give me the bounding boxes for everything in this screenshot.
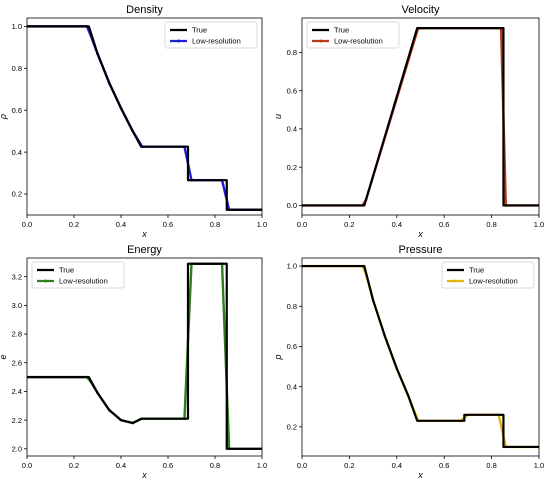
velocity-y-axis-label: u (273, 114, 283, 119)
series-line-true (27, 25, 262, 211)
legend-label: Low-resolution (192, 37, 241, 46)
velocity-legend: True Low-resolution (306, 21, 400, 49)
energy-axes-frame (26, 257, 263, 457)
x-tick-label: 0.2 (69, 220, 79, 229)
density-x-axis-label: x (141, 229, 147, 239)
y-tick-label: 0.4 (12, 148, 22, 157)
x-tick-label: 0.0 (22, 220, 32, 229)
x-tick-label: 0.6 (163, 220, 173, 229)
energy-y-axis-label: e (0, 354, 8, 359)
legend-label: True (59, 266, 74, 275)
x-tick-label: 0.4 (392, 220, 402, 229)
density-chart: Density 0.0 0.2 0.4 0.6 0.8 1.0 0.2 0.4 0.6 0.8 1.0… (0, 4, 267, 239)
x-tick-label: 0.2 (344, 461, 354, 470)
x-tick-label: 1.0 (534, 461, 544, 470)
velocity-axes-frame (301, 17, 540, 216)
x-tick-label: 0.6 (439, 461, 449, 470)
legend-marker (44, 279, 47, 283)
pressure-legend: True Low-resolution (441, 261, 535, 289)
legend-box (31, 261, 125, 289)
y-tick-label: 0.6 (287, 342, 297, 351)
y-tick-label: 0.2 (287, 163, 297, 172)
y-tick-label: 2.4 (12, 387, 22, 396)
x-tick-label: 0.8 (210, 220, 220, 229)
y-tick-label: 2.2 (12, 416, 22, 425)
y-tick-label: 2.0 (12, 445, 22, 454)
legend-label: True (334, 26, 349, 35)
legend-label: True (192, 26, 207, 35)
x-tick-label: 0.8 (486, 220, 496, 229)
x-tick-label: 1.0 (257, 220, 267, 229)
legend-marker (177, 39, 180, 43)
x-tick-label: 0.0 (297, 220, 307, 229)
legend-label: Low-resolution (59, 277, 108, 286)
velocity-chart: Velocity 0.0 0.2 0.4 0.6 0.8 1.0 0.0 0.2 0.4 0.6 0.… (273, 4, 544, 239)
energy-title: Energy (127, 244, 162, 256)
y-tick-label: 0.0 (287, 201, 297, 210)
x-tick-label: 0.2 (344, 220, 354, 229)
pressure-y-axis-label: p (273, 354, 283, 360)
velocity-title: Velocity (402, 4, 440, 16)
y-tick-label: 0.8 (12, 64, 22, 73)
y-tick-label: 2.8 (12, 330, 22, 339)
y-tick-label: 3.2 (12, 272, 22, 281)
y-tick-label: 1.0 (12, 22, 22, 31)
legend-label: Low-resolution (469, 277, 518, 286)
legend-box (164, 21, 258, 49)
series-line-true (27, 262, 262, 450)
legend-label: Low-resolution (334, 37, 383, 46)
energy-legend: True Low-resolution (31, 261, 125, 289)
density-axes-frame (26, 17, 263, 216)
y-tick-label: 3.0 (12, 301, 22, 310)
series-line-true (302, 27, 539, 207)
density-y-axis-label: ρ (0, 114, 8, 120)
x-tick-label: 0.0 (22, 461, 32, 470)
y-tick-label: 1.0 (287, 262, 297, 271)
x-tick-label: 0.0 (297, 461, 307, 470)
y-tick-label: 0.2 (12, 190, 22, 199)
y-tick-label: 0.2 (287, 423, 297, 432)
legend-box (441, 261, 535, 289)
y-tick-label: 0.4 (287, 125, 297, 134)
x-tick-label: 0.8 (486, 461, 496, 470)
y-tick-label: 0.6 (12, 106, 22, 115)
y-tick-label: 0.6 (287, 86, 297, 95)
y-tick-label: 0.8 (287, 48, 297, 57)
legend-box (306, 21, 400, 49)
legend-marker (454, 279, 457, 283)
x-tick-label: 0.6 (163, 461, 173, 470)
pressure-x-axis-label: x (417, 470, 423, 480)
y-tick-label: 0.4 (287, 382, 297, 391)
x-tick-label: 0.4 (116, 461, 126, 470)
x-tick-label: 1.0 (257, 461, 267, 470)
series-line-true (302, 264, 539, 449)
density-legend: True Low-resolution (164, 21, 258, 49)
x-tick-label: 0.2 (69, 461, 79, 470)
pressure-title: Pressure (398, 244, 442, 256)
y-tick-label: 0.8 (287, 302, 297, 311)
legend-label: True (469, 266, 484, 275)
energy-chart: Energy 0.0 0.2 0.4 0.6 0.8 1.0 2.0 2.2 2.4 2.6 2.8 3… (0, 244, 267, 480)
energy-x-axis-label: x (141, 470, 147, 480)
legend-marker (319, 39, 322, 43)
x-tick-label: 0.4 (392, 461, 402, 470)
y-tick-label: 2.6 (12, 358, 22, 367)
pressure-axes-frame (301, 257, 540, 457)
velocity-x-axis-label: x (417, 229, 423, 239)
x-tick-label: 0.8 (210, 461, 220, 470)
x-tick-label: 1.0 (534, 220, 544, 229)
x-tick-label: 0.6 (439, 220, 449, 229)
density-title: Density (126, 4, 163, 16)
x-tick-label: 0.4 (116, 220, 126, 229)
pressure-chart: Pressure 0.0 0.2 0.4 0.6 0.8 1.0 0.2 0.4 0.6 0.8 1.… (273, 244, 544, 480)
